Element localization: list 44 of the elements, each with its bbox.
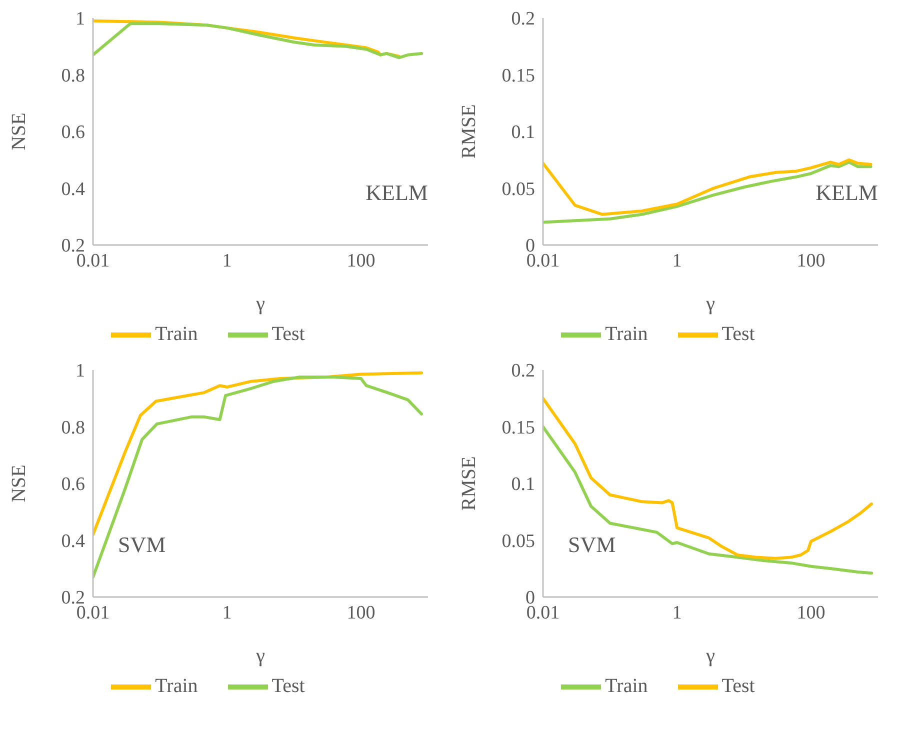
legend-label: Train xyxy=(605,322,648,345)
y-tick-label: 0.1 xyxy=(511,474,535,496)
y-tick-label: 0.6 xyxy=(61,122,85,144)
legend-label: Train xyxy=(605,674,648,697)
y-tick-label: 0.8 xyxy=(61,65,85,86)
x-axis-title: γ xyxy=(255,293,266,315)
x-tick-label: 1 xyxy=(222,602,232,624)
x-tick-label: 1 xyxy=(672,250,682,272)
x-axis-title: γ xyxy=(705,645,716,667)
legend-label: Test xyxy=(272,322,305,345)
x-tick-label: 1 xyxy=(672,602,682,624)
legend-label: Train xyxy=(155,674,198,697)
y-tick-label: 0.15 xyxy=(502,65,535,86)
y-tick-label: 1 xyxy=(76,360,85,382)
y-axis-title: NSE xyxy=(8,112,30,150)
y-tick-label: 0.4 xyxy=(61,178,86,200)
x-axis-title: γ xyxy=(705,293,716,315)
y-tick-label: 0.8 xyxy=(61,417,85,438)
x-tick-label: 100 xyxy=(796,602,826,624)
y-axis-title: RMSE xyxy=(458,104,480,159)
y-tick-label: 1 xyxy=(76,8,85,30)
y-tick-label: 0.15 xyxy=(502,417,535,438)
y-tick-label: 0.6 xyxy=(61,474,85,496)
annotation: SVM xyxy=(568,532,616,558)
y-tick-label: 0.4 xyxy=(61,530,86,552)
annotation: KELM xyxy=(366,180,428,206)
legend-label: Test xyxy=(722,674,755,697)
y-tick-label: 0.1 xyxy=(511,122,535,144)
legend-label: Test xyxy=(272,674,305,697)
y-tick-label: 0.05 xyxy=(502,530,535,552)
y-axis-title: NSE xyxy=(8,464,30,502)
x-tick-label: 100 xyxy=(796,250,826,272)
x-tick-label: 100 xyxy=(346,602,376,624)
y-axis-title: RMSE xyxy=(458,456,480,511)
y-tick-label: 0.2 xyxy=(511,8,535,30)
legend-label: Test xyxy=(722,322,755,345)
y-tick-label: 0.05 xyxy=(502,178,535,200)
legend-label: Train xyxy=(155,322,198,345)
x-axis-title: γ xyxy=(255,645,266,667)
x-tick-label: 1 xyxy=(222,250,232,272)
annotation: SVM xyxy=(118,532,166,558)
y-tick-label: 0.2 xyxy=(511,360,535,382)
annotation: KELM xyxy=(816,180,878,206)
x-tick-label: 100 xyxy=(346,250,376,272)
